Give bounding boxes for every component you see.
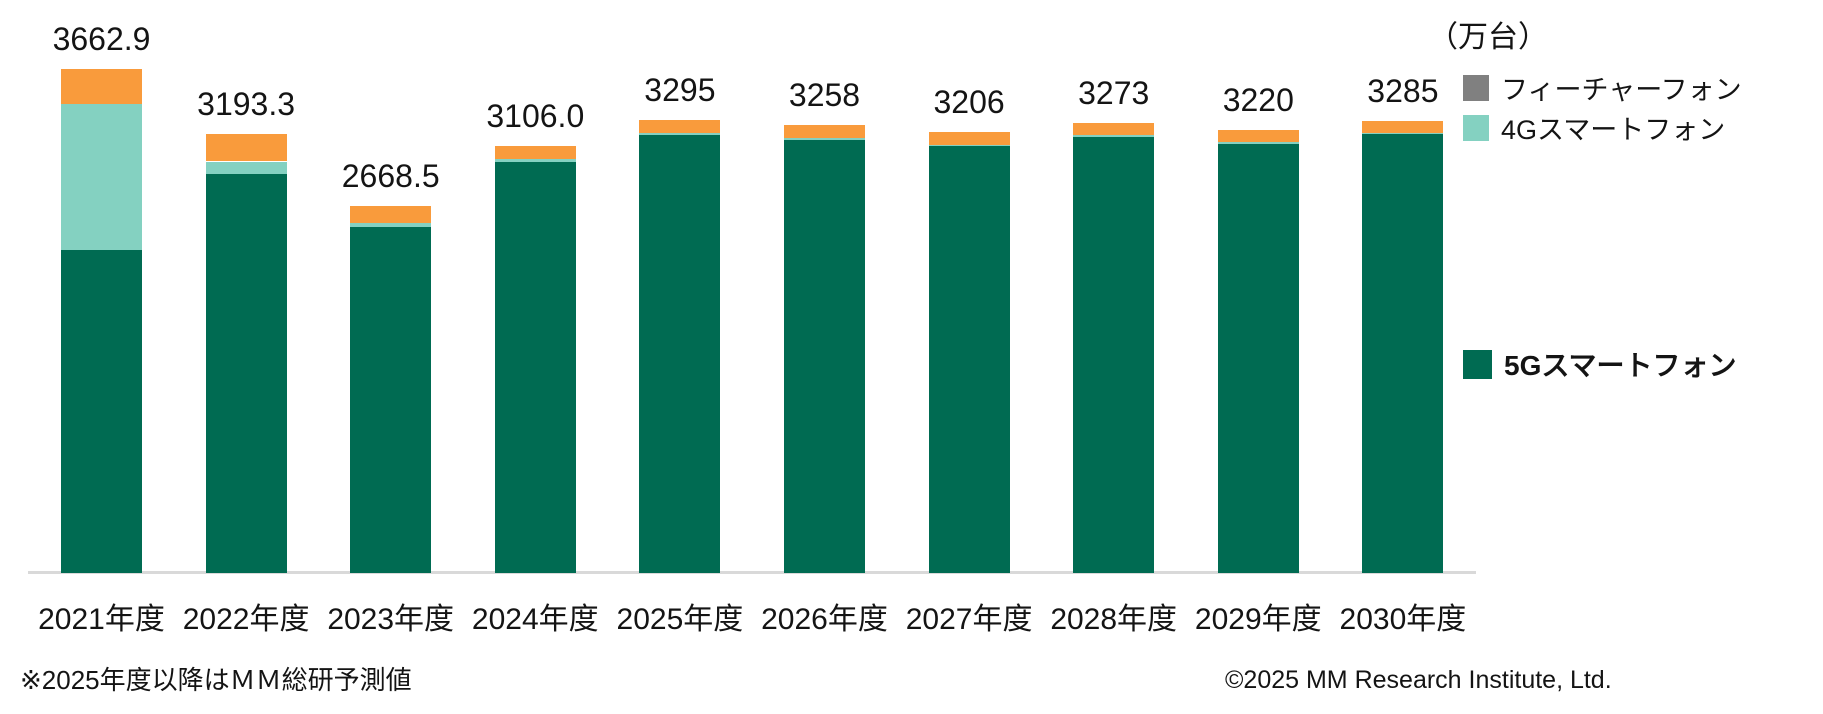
legend-item-4g-smartphone: 4Gスマートフォン: [1463, 108, 1725, 147]
x-axis-label: 2027年度: [905, 603, 1033, 636]
bar-segment-フィーチャーフォン: [928, 131, 1010, 145]
legend-label-5g-smartphone: 5Gスマートフォン: [1504, 350, 1737, 381]
x-axis-label: 2029年度: [1194, 603, 1322, 636]
bar-total-label: 2668.5: [341, 157, 440, 194]
bar-segment-4Gスマートフォン: [350, 223, 432, 227]
legend-label-4g-smartphone: 4Gスマートフォン: [1501, 115, 1726, 145]
bar-segment-フィーチャーフォン: [639, 119, 721, 133]
x-axis-label: 2025年度: [616, 603, 744, 636]
bar-segment-5Gスマートフォン: [1362, 134, 1444, 573]
bar-segment-4Gスマートフォン: [639, 132, 721, 135]
x-axis-label: 2022年度: [182, 603, 310, 636]
forecast-note: ※2025年度以降はＭＭ総研予測値: [20, 665, 412, 695]
bar-total-label: 3285: [1367, 73, 1439, 109]
bar-segment-4Gスマートフォン: [928, 144, 1010, 147]
bar-total-label: 3662.9: [52, 21, 151, 57]
legend-item-feature-phone: フィーチャーフォン: [1463, 68, 1742, 107]
x-axis-label: 2030年度: [1339, 603, 1467, 636]
bar-segment-4Gスマートフォン: [1362, 133, 1444, 135]
bar-segment-5Gスマートフォン: [205, 173, 287, 573]
bar-segment-4Gスマートフォン: [1073, 135, 1155, 137]
x-axis-label: 2026年度: [761, 603, 888, 636]
bar-segment-5Gスマートフォン: [784, 139, 865, 573]
legend-label-feature-phone: フィーチャーフォン: [1501, 75, 1742, 105]
bar-segment-5Gスマートフォン: [639, 134, 721, 573]
x-axis-label: 2028年度: [1050, 603, 1178, 636]
x-axis-label: 2024年度: [471, 603, 599, 636]
bar-total-label: 3193.3: [197, 85, 296, 122]
bar-segment-4Gスマートフォン: [494, 159, 576, 162]
bar-segment-5Gスマートフォン: [61, 249, 142, 573]
x-axis-label: 2023年度: [327, 603, 455, 636]
bar-segment-フィーチャーフォン: [784, 124, 865, 138]
bar-segment-5Gスマートフォン: [1217, 143, 1299, 573]
bar-segment-5Gスマートフォン: [350, 226, 432, 573]
legend-swatch-5g-smartphone-icon: [1463, 349, 1492, 379]
bar-segment-フィーチャーフォン: [61, 69, 142, 104]
copyright-text: ©2025 MM Research Institute, Ltd.: [1225, 666, 1612, 694]
bar-segment-フィーチャーフォン: [1362, 121, 1444, 134]
bar-total-label: 3220: [1222, 81, 1294, 118]
bar-segment-4Gスマートフォン: [784, 137, 865, 140]
bar-segment-フィーチャーフォン: [1073, 122, 1155, 136]
x-axis-line: [28, 571, 1476, 574]
legend-item-5g-smartphone: 5Gスマートフォン: [1463, 344, 1737, 384]
bar-segment-フィーチャーフォン: [494, 145, 576, 160]
bar-total-label: 3258: [788, 76, 861, 113]
bar-total-label: 3106.0: [486, 97, 585, 134]
bar-segment-フィーチャーフォン: [350, 205, 432, 223]
legend-swatch-feature-phone-icon: [1463, 74, 1489, 101]
x-axis-label: 2021年度: [38, 603, 165, 636]
bar-total-label: 3273: [1078, 74, 1150, 111]
legend-swatch-4g-smartphone-icon: [1463, 114, 1489, 141]
bar-segment-5Gスマートフォン: [494, 161, 576, 573]
bar-total-label: 3295: [644, 71, 716, 108]
bar-segment-フィーチャーフォン: [205, 133, 287, 162]
bar-segment-4Gスマートフォン: [205, 161, 287, 174]
bar-segment-4Gスマートフォン: [61, 104, 142, 250]
bar-segment-5Gスマートフォン: [928, 146, 1010, 573]
bar-total-label: 3206: [933, 83, 1005, 120]
unit-label: （万台）: [1428, 21, 1548, 54]
bar-segment-4Gスマートフォン: [1217, 142, 1299, 144]
bar-segment-5Gスマートフォン: [1073, 136, 1155, 573]
bar-segment-フィーチャーフォン: [1217, 129, 1299, 143]
